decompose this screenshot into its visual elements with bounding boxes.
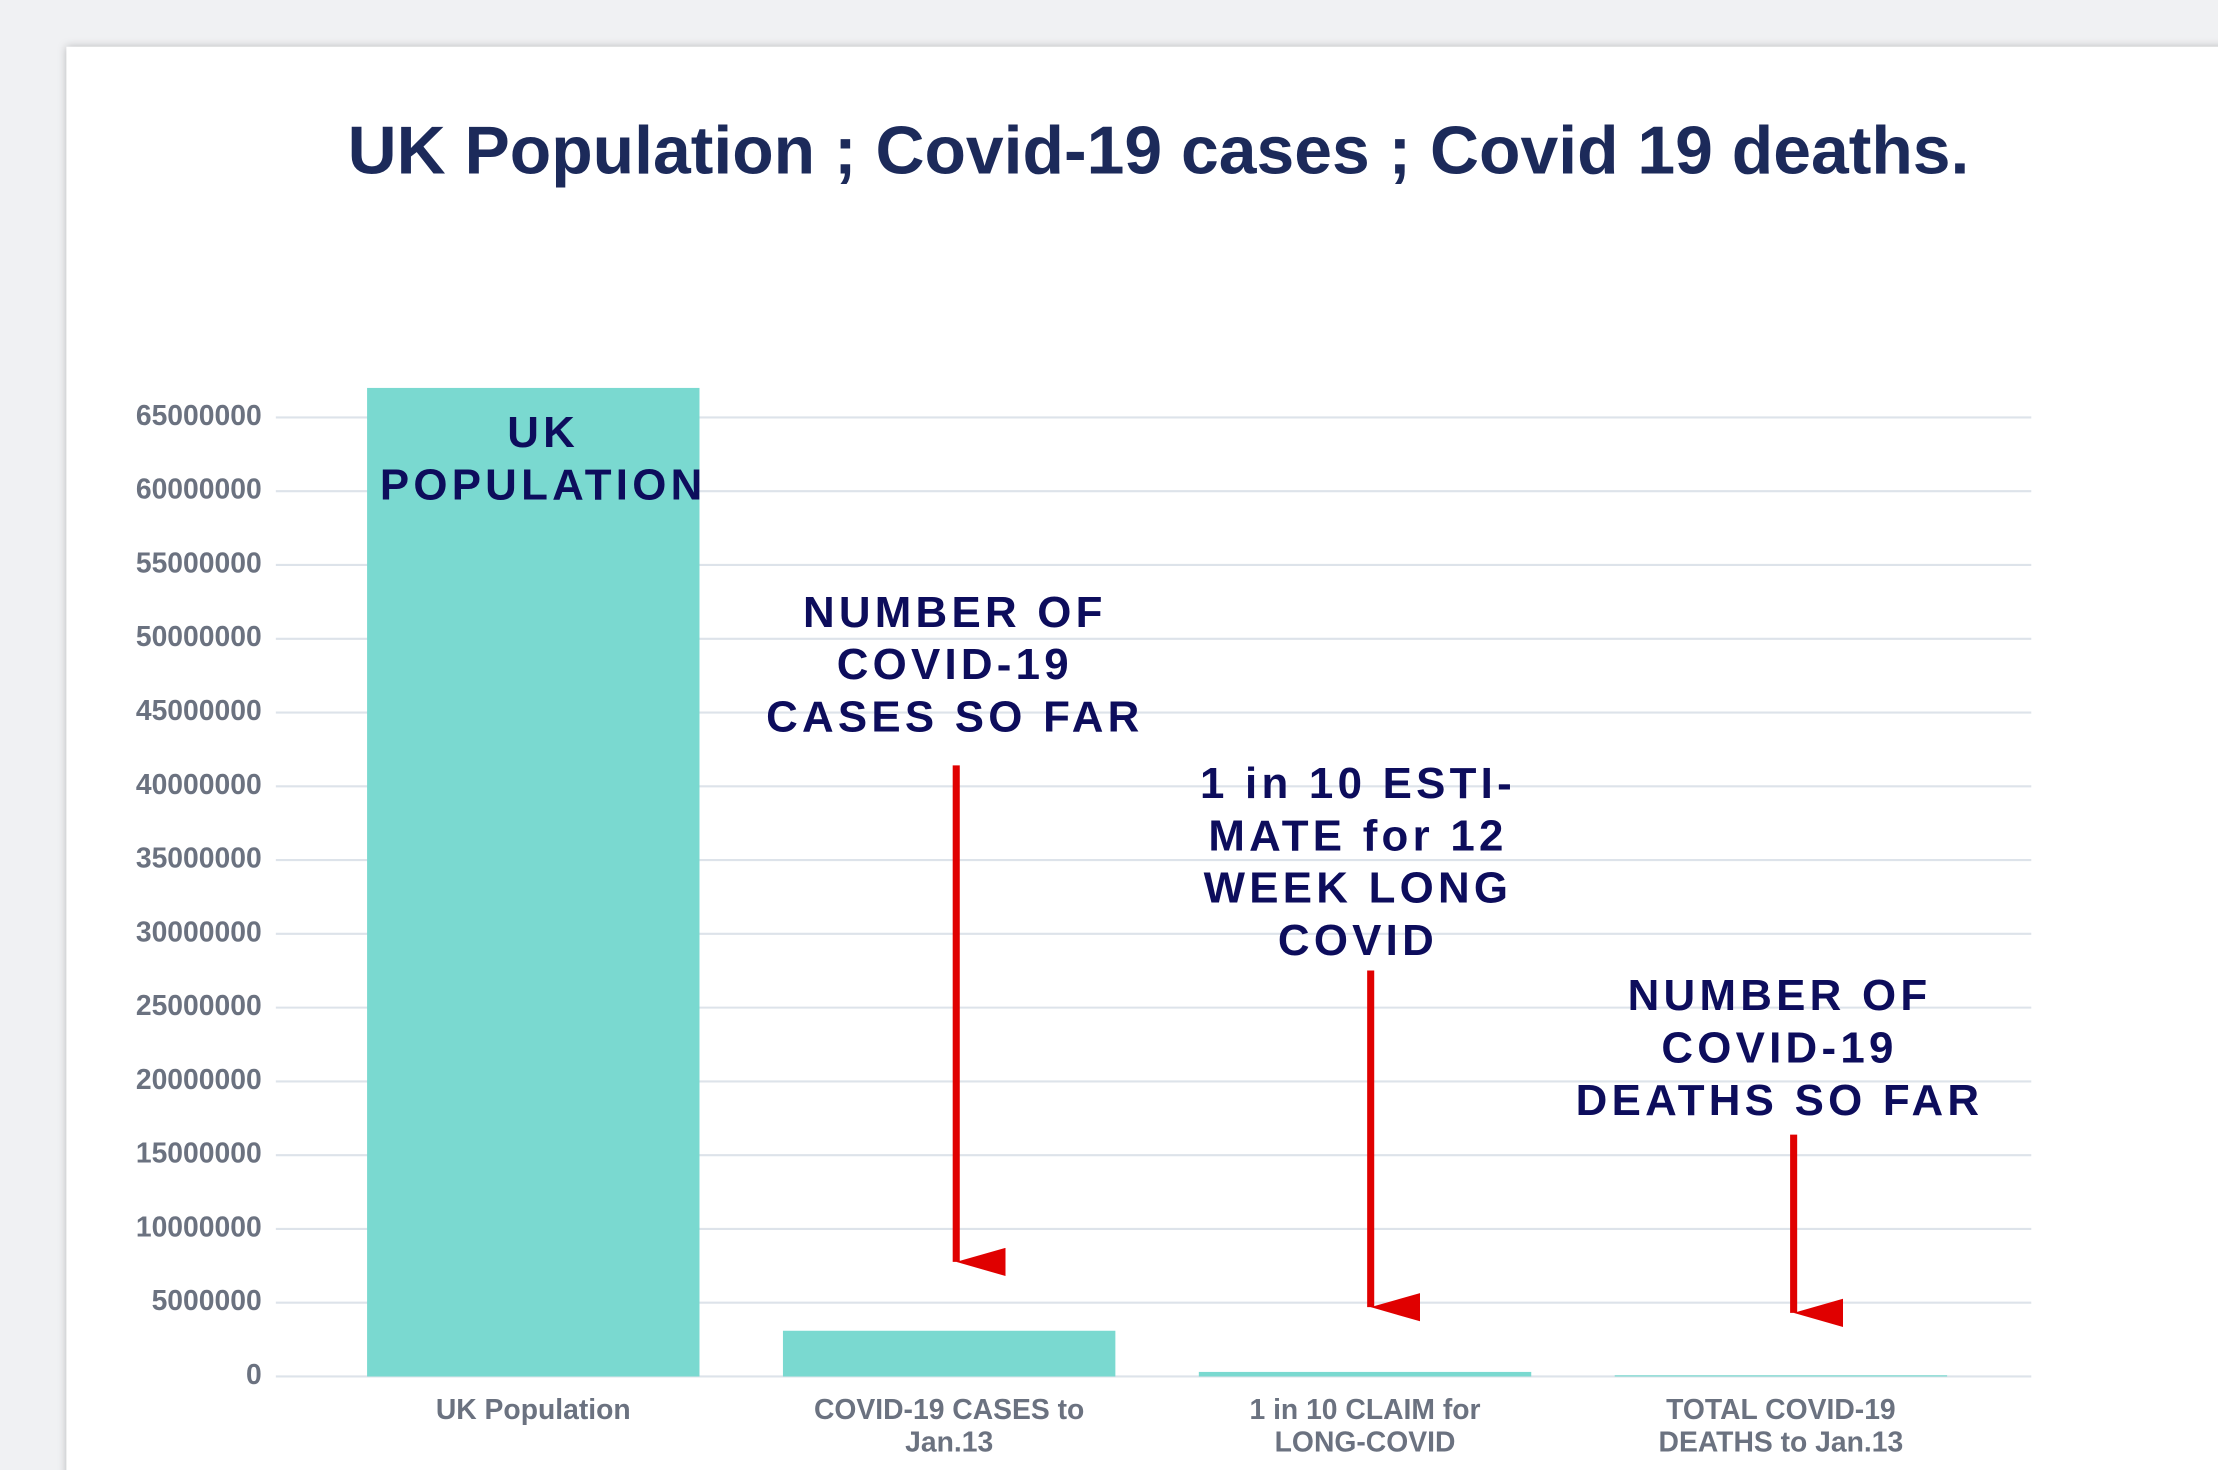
bar — [782, 1330, 1116, 1377]
annotation-box: NUMBER OF COVID-19 DEATHS SO FAR — [1575, 970, 1984, 1125]
y-tick-label: 20000000 — [136, 1063, 262, 1095]
y-tick-label: 60000000 — [136, 473, 262, 505]
x-tick-label: TOTAL COVID-19 DEATHS to Jan.13 — [1658, 1394, 1904, 1459]
annotation: NUMBER OF COVID-19 DEATHS SO FAR — [1575, 970, 1984, 1125]
y-tick-label: 25000000 — [136, 989, 262, 1021]
y-tick-label: 15000000 — [136, 1137, 262, 1169]
bar — [367, 387, 700, 1377]
y-tick-label: 35000000 — [136, 842, 262, 874]
annotation: NUMBER OF COVID-19 CASES SO FAR — [766, 587, 1144, 742]
x-tick-label-box: 1 in 10 CLAIM for LONG-COVID — [1249, 1394, 1481, 1459]
y-tick-label: 55000000 — [136, 546, 262, 578]
annotation-box: NUMBER OF COVID-19 CASES SO FAR — [766, 587, 1144, 742]
y-tick-label: 10000000 — [136, 1210, 262, 1242]
bar — [1198, 1371, 1532, 1377]
annotation-box: 1 in 10 ESTI- MATE for 12 WEEK LONG COVI… — [1199, 758, 1516, 965]
y-tick-label: 0 — [246, 1358, 262, 1390]
x-tick-label: COVID-19 CASES to Jan.13 — [813, 1394, 1085, 1459]
arrows — [952, 765, 1844, 1327]
y-tick-label: 5000000 — [152, 1284, 262, 1316]
annotation-box: UK POPULATION — [379, 407, 707, 510]
y-tick-label: 50000000 — [136, 620, 262, 652]
x-tick-label-box: TOTAL COVID-19 DEATHS to Jan.13 — [1658, 1394, 1904, 1459]
y-tick-label: 65000000 — [136, 399, 262, 431]
bar — [1614, 1375, 1948, 1377]
x-tick-label: UK Population — [435, 1394, 631, 1427]
y-tick-label: 40000000 — [136, 768, 262, 800]
x-tick-label: 1 in 10 CLAIM for LONG-COVID — [1249, 1394, 1481, 1459]
annotation: 1 in 10 ESTI- MATE for 12 WEEK LONG COVI… — [1199, 758, 1516, 965]
x-tick-label-box: COVID-19 CASES to Jan.13 — [813, 1394, 1085, 1459]
x-tick-label-box: UK Population — [435, 1394, 631, 1427]
annotation: UK POPULATION — [379, 407, 707, 510]
y-tick-label: 45000000 — [136, 694, 262, 726]
chart-title: UK Population ; Covid-19 cases ; Covid 1… — [348, 114, 1970, 189]
y-tick-label: 30000000 — [136, 915, 262, 947]
